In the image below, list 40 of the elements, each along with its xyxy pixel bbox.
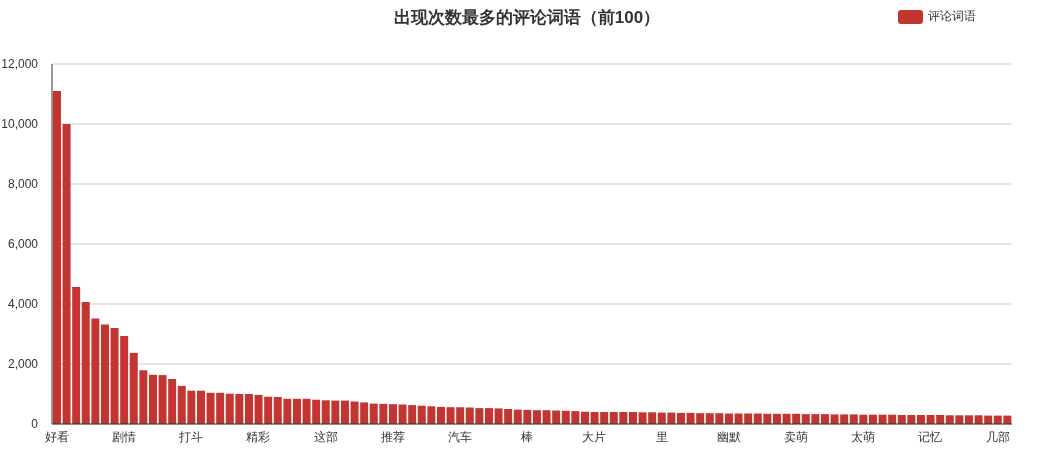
x-tick-label: 精彩 bbox=[246, 430, 271, 444]
bar bbox=[244, 394, 253, 424]
bar bbox=[820, 414, 829, 424]
x-tick-label: 几部 bbox=[985, 430, 1010, 444]
x-tick-label: 幽默 bbox=[716, 430, 741, 444]
y-tick-label: 12,000 bbox=[1, 57, 39, 72]
bar bbox=[340, 400, 349, 424]
bar bbox=[532, 410, 541, 424]
x-tick-label: 卖萌 bbox=[784, 430, 808, 444]
bar bbox=[388, 404, 397, 424]
chart-title: 出现次数最多的评论词语（前100） bbox=[393, 8, 661, 27]
x-tick-label: 打斗 bbox=[178, 430, 204, 444]
bar bbox=[676, 412, 685, 424]
legend-label: 评论词语 bbox=[928, 8, 976, 25]
y-tick-label: 6,000 bbox=[7, 237, 39, 252]
x-tick-label: 里 bbox=[655, 430, 668, 444]
bar bbox=[196, 390, 205, 424]
x-tick-label: 推荐 bbox=[380, 430, 405, 444]
bar bbox=[580, 411, 589, 424]
bar bbox=[628, 412, 637, 424]
bar bbox=[100, 324, 109, 424]
x-tick-label: 这部 bbox=[313, 430, 338, 444]
bar bbox=[484, 408, 493, 424]
y-tick-label: 2,000 bbox=[7, 357, 39, 372]
y-tick-label: 4,000 bbox=[7, 297, 39, 312]
x-tick-label: 大片 bbox=[582, 430, 607, 444]
x-tick-label: 太萌 bbox=[851, 430, 876, 444]
bar bbox=[292, 398, 301, 424]
x-tick-label: 好看 bbox=[44, 430, 69, 444]
x-tick-label: 记忆 bbox=[918, 430, 943, 444]
y-tick-label: 8,000 bbox=[7, 177, 39, 192]
bar bbox=[148, 374, 157, 424]
x-tick-label: 棒 bbox=[521, 430, 534, 444]
y-tick-label: 10,000 bbox=[1, 117, 39, 132]
bar bbox=[436, 406, 445, 424]
x-tick-label: 剧情 bbox=[112, 430, 136, 444]
bar bbox=[964, 415, 973, 424]
y-tick-label: 0 bbox=[31, 417, 39, 432]
bar bbox=[52, 91, 61, 424]
x-tick-label: 汽车 bbox=[448, 430, 472, 444]
